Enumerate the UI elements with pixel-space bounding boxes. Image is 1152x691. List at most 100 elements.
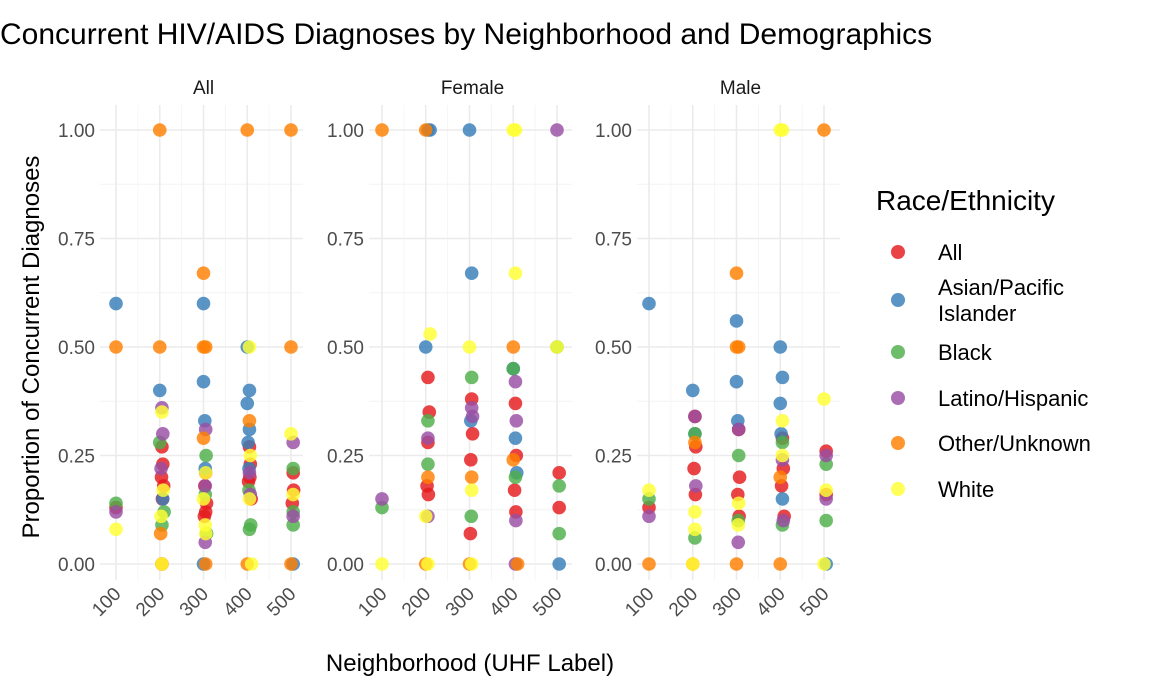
legend-title: Race/Ethnicity [876,185,1055,216]
data-point [198,505,213,519]
data-point [775,123,790,137]
data-point [731,518,746,532]
y-tick-label: 0.25 [595,447,632,468]
y-tick-label: 0.75 [58,230,95,251]
data-point [109,296,123,311]
data-point [375,557,389,571]
y-axis-title: Proportion of Concurrent Diagnoses [18,156,45,539]
data-point [465,409,480,424]
data-point [155,405,169,419]
data-point [152,340,167,354]
y-tick-label: 1.00 [327,121,364,142]
facet-label: Male [720,78,761,99]
facet-label: All [193,78,214,99]
data-point [198,557,213,571]
data-point [642,557,656,571]
data-point [109,522,123,537]
data-point [418,123,433,137]
x-tick-label: 200 [398,584,435,621]
y-tick-label: 0.50 [58,338,95,359]
data-point [817,123,831,137]
data-point [284,340,298,354]
data-point [773,396,788,411]
x-tick-label: 500 [796,584,833,621]
data-point [375,492,389,506]
data-point [688,409,702,424]
data-point [196,266,211,281]
x-tick-label: 100 [621,584,658,621]
series-white [642,123,833,571]
data-point [421,370,435,385]
data-point [156,427,170,441]
data-point [642,483,656,498]
data-point [244,557,259,571]
legend-label: Asian/Pacific [938,275,1064,300]
data-point [242,383,257,398]
data-point [642,509,656,524]
data-point [198,479,213,493]
legend-label: Islander [938,301,1016,326]
data-point [198,466,213,480]
x-tick-label: 100 [88,584,125,621]
data-point [776,513,791,528]
data-point [731,448,746,463]
data-point [199,448,213,463]
data-point [242,413,257,428]
data-point [418,509,433,524]
data-point [240,396,255,411]
legend-label: Latino/Hispanic [938,386,1088,411]
data-point [819,448,833,463]
legend-key [891,345,905,359]
data-point [198,526,213,541]
data-point [152,383,167,398]
data-point [508,374,523,389]
data-point [196,374,211,389]
y-tick-label: 0.00 [327,555,364,576]
data-point [506,453,521,467]
data-point [418,340,433,354]
data-point [464,509,479,524]
data-point [509,513,523,528]
data-point [731,535,746,550]
facet-panel-all: All 0.00 0.25 0.50 0.75 1.00 100 200 300 400 500 [58,78,303,621]
data-point [153,526,168,541]
x-tick-label: 200 [132,584,169,621]
data-point [508,123,523,137]
data-point [817,392,831,406]
data-point [286,487,300,502]
data-point [242,492,257,506]
legend-key [891,482,905,496]
data-point [155,557,169,571]
data-point [464,266,479,281]
facet-panel-female: Female 0.00 0.25 0.50 0.75 1.00 100 200 300 400 50… [327,78,572,621]
data-point [242,340,257,354]
y-tick-label: 0.00 [58,555,95,576]
y-tick-label: 1.00 [595,121,632,142]
data-point [775,492,790,506]
data-point [154,509,168,524]
data-point [462,340,477,354]
x-tick-label: 300 [709,584,746,621]
legend-item: Other/Unknown [891,431,1091,456]
data-point [154,461,168,476]
data-point [508,396,523,411]
series-white [375,123,564,571]
data-point [775,413,790,428]
data-point [243,448,258,463]
data-point [817,557,831,571]
data-point [552,526,566,541]
data-point [508,470,523,485]
x-tick-label: 400 [486,584,523,621]
data-point [687,461,701,476]
data-point [196,492,211,506]
data-point [463,526,478,541]
y-tick-label: 0.75 [595,230,632,251]
data-point [109,505,123,519]
y-tick-label: 0.50 [595,338,632,359]
data-point [689,479,703,493]
data-point [421,487,436,502]
data-point [775,370,790,385]
